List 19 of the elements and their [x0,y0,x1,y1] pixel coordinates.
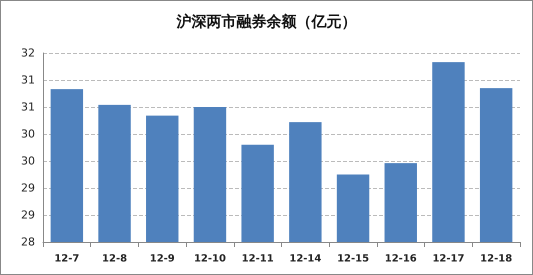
x-tick-label: 12-14 [289,254,322,264]
x-tick-label: 12-9 [150,254,175,264]
x-tick-label: 12-8 [102,254,128,264]
y-tick-label: 31 [21,100,35,114]
y-tick-label: 30 [21,154,35,168]
chart-title: 沪深两市融券余额（亿元） [176,12,356,30]
x-tick-label: 12-11 [242,254,274,264]
x-tick-label: 12-10 [194,254,226,264]
x-tick-label: 12-17 [432,254,464,264]
y-tick-label: 32 [21,46,35,60]
y-tick-label: 30 [21,128,35,140]
x-tick-label: 12-18 [480,254,512,264]
x-tick-label: 12-16 [384,254,417,264]
y-tick-label: 29 [21,182,35,194]
y-tick-label: 28 [21,236,35,248]
x-tick-label: 12-7 [54,254,80,264]
x-tick-label: 12-15 [337,254,370,264]
y-tick-label: 31 [21,74,35,86]
y-tick-label: 29 [21,208,35,222]
